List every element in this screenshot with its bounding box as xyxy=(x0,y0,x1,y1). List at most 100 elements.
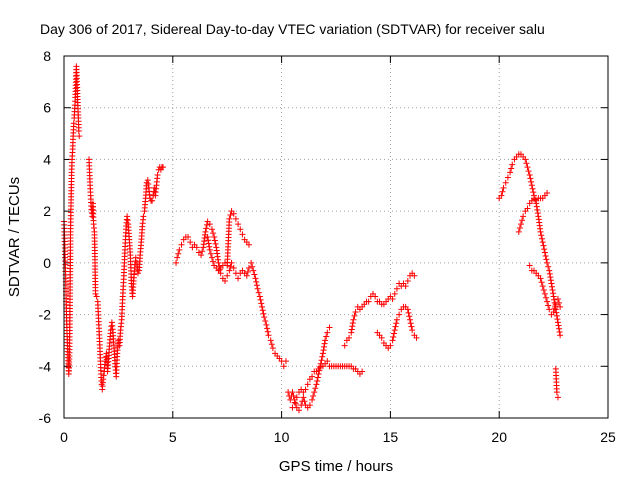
data-point xyxy=(550,293,557,300)
data-point xyxy=(553,312,560,319)
x-axis-label: GPS time / hours xyxy=(279,458,393,475)
data-point xyxy=(134,270,141,277)
data-point xyxy=(391,327,398,334)
data-point xyxy=(321,343,328,350)
x-tick-label: 0 xyxy=(60,429,68,445)
data-point xyxy=(206,243,213,250)
data-point xyxy=(282,358,289,365)
data-point xyxy=(538,232,545,239)
data-point xyxy=(292,400,299,407)
series-seg2 xyxy=(86,156,167,393)
y-tick-label: 0 xyxy=(43,255,51,271)
data-point xyxy=(228,259,235,266)
data-point xyxy=(533,203,540,210)
data-point xyxy=(301,398,308,405)
data-point xyxy=(534,206,541,213)
data-point xyxy=(545,302,552,309)
data-point xyxy=(519,217,526,224)
data-point xyxy=(324,329,331,336)
data-point xyxy=(300,394,307,401)
data-point xyxy=(254,285,261,292)
data-point xyxy=(253,278,260,285)
data-point xyxy=(314,377,321,384)
grid-lines xyxy=(64,56,608,418)
data-point xyxy=(349,319,356,326)
data-point xyxy=(359,368,366,375)
data-point xyxy=(230,265,237,272)
data-point xyxy=(250,267,257,274)
data-point xyxy=(232,215,239,222)
data-point xyxy=(555,322,562,329)
y-tick-label: 4 xyxy=(43,151,51,167)
data-point xyxy=(539,239,546,246)
data-point xyxy=(549,287,556,294)
data-point xyxy=(313,381,320,388)
data-point xyxy=(198,252,205,259)
data-point xyxy=(252,275,259,282)
data-point xyxy=(212,240,219,247)
data-point xyxy=(263,321,270,328)
data-point xyxy=(100,372,107,379)
data-point xyxy=(556,299,563,306)
data-point xyxy=(554,394,561,401)
data-point xyxy=(393,316,400,323)
series-seg4 xyxy=(204,208,252,274)
data-point xyxy=(174,254,181,261)
data-point xyxy=(253,282,260,289)
data-point xyxy=(132,254,139,261)
data-point xyxy=(92,290,99,297)
data-point xyxy=(557,303,564,310)
data-point xyxy=(542,294,549,301)
data-point xyxy=(556,329,563,336)
data-point xyxy=(534,210,541,217)
data-point xyxy=(391,290,398,297)
series-seg12 xyxy=(552,365,561,401)
y-tick-labels: -6 -4 -2 0 2 4 6 8 xyxy=(39,48,52,426)
data-point xyxy=(251,271,258,278)
data-point xyxy=(124,217,131,224)
data-point xyxy=(515,228,522,235)
data-point xyxy=(541,290,548,297)
data-point xyxy=(553,309,560,316)
data-point xyxy=(93,293,100,300)
data-point xyxy=(539,283,546,290)
x-tick-label: 25 xyxy=(600,429,616,445)
data-point xyxy=(517,221,524,228)
x-tick-label: 15 xyxy=(383,429,399,445)
data-point xyxy=(540,242,547,249)
data-point xyxy=(144,177,151,184)
data-point xyxy=(411,272,418,279)
data-point xyxy=(406,313,413,320)
data-point xyxy=(553,389,560,396)
data-point xyxy=(525,168,532,175)
data-point xyxy=(267,337,274,344)
data-point xyxy=(522,156,529,163)
data-point xyxy=(365,298,372,305)
data-point xyxy=(392,323,399,330)
data-point xyxy=(391,330,398,337)
data-point xyxy=(524,205,531,212)
series-seg7 xyxy=(341,270,418,349)
data-point xyxy=(227,212,234,219)
data-point xyxy=(498,192,505,199)
data-point xyxy=(348,326,355,333)
series-seg11 xyxy=(526,262,564,318)
data-point xyxy=(245,241,252,248)
data-point xyxy=(160,164,167,171)
data-point xyxy=(206,221,213,228)
data-point xyxy=(324,358,331,365)
data-point xyxy=(243,272,250,279)
data-point xyxy=(289,389,296,396)
data-point xyxy=(264,328,271,335)
chart-title: Day 306 of 2017, Sidereal Day-to-day VTE… xyxy=(40,21,545,37)
data-point xyxy=(541,249,548,256)
data-point xyxy=(237,226,244,233)
data-point xyxy=(372,293,379,300)
series-seg8 xyxy=(374,303,420,352)
data-point xyxy=(502,179,509,186)
data-point xyxy=(387,342,394,349)
data-point xyxy=(255,289,262,296)
series-seg1 xyxy=(61,63,83,378)
data-point xyxy=(499,188,506,195)
